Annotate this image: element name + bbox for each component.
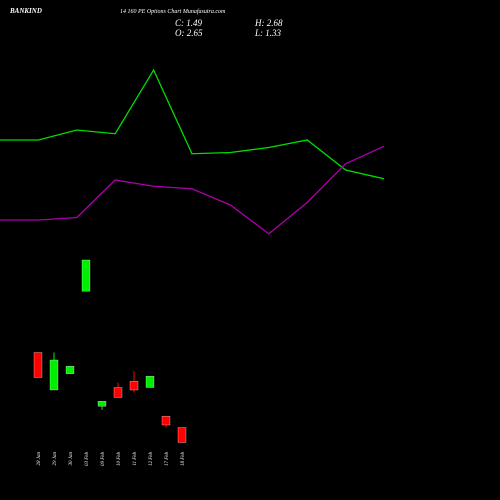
x-tick-label: 30 Jan [69,452,74,466]
stat: L: 1.33 [254,28,282,38]
candle-body [113,387,123,398]
chart-title: BANKIND [9,7,42,15]
candle-body [145,376,155,388]
candle-body [33,352,43,378]
candle-body [129,381,139,391]
chart-subtitle: 14 160 PE Options Chart Munafasutra.com [120,8,226,15]
candle-body [161,416,171,426]
candle-body [49,359,59,391]
x-tick-label: 11 Feb [133,452,138,466]
candle-body [81,259,91,292]
stat: O: 2.65 [175,28,203,38]
stat: H: 2.68 [254,18,283,28]
x-tick-label: 17 Feb [165,452,170,467]
x-tick-label: 12 Feb [149,452,154,467]
candle-body [177,427,187,443]
stat: C: 1.49 [175,18,203,28]
x-tick-label: 28 Jan [37,452,42,466]
indicator-line [0,68,385,180]
candle-body [97,401,107,407]
x-tick-label: 18 Feb [181,452,186,467]
x-tick-label: 29 Jan [53,452,58,466]
indicator-line [0,145,385,235]
x-tick-label: 09 Feb [101,452,106,467]
x-tick-label: 10 Feb [117,452,122,467]
x-tick-label: 03 Feb [85,452,90,467]
candle-body [65,366,75,374]
